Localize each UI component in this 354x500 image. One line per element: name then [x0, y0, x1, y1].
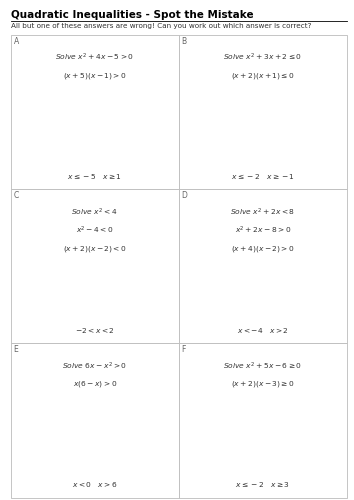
- Text: D: D: [182, 191, 188, 200]
- Text: F: F: [182, 346, 186, 354]
- Text: All but one of these answers are wrong! Can you work out which answer is correct: All but one of these answers are wrong! …: [11, 23, 311, 29]
- Text: $x \leq -2 \quad x \geq 3$: $x \leq -2 \quad x \geq 3$: [235, 480, 290, 489]
- Text: $x \leq -5 \quad x \geq 1$: $x \leq -5 \quad x \geq 1$: [67, 172, 122, 180]
- Text: $(x + 2)(x - 2) < 0$: $(x + 2)(x - 2) < 0$: [63, 244, 127, 254]
- Text: $x^2 + 2x - 8 > 0$: $x^2 + 2x - 8 > 0$: [235, 225, 291, 236]
- Text: Solve $x^2 + 4x - 5 > 0$: Solve $x^2 + 4x - 5 > 0$: [55, 52, 134, 64]
- Text: $x \leq -2 \quad x \geq -1$: $x \leq -2 \quad x \geq -1$: [231, 172, 295, 180]
- Text: E: E: [13, 346, 18, 354]
- Text: Solve $x^2 + 3x + 2 \leq 0$: Solve $x^2 + 3x + 2 \leq 0$: [223, 52, 302, 64]
- Text: Solve $x^2 + 2x < 8$: Solve $x^2 + 2x < 8$: [230, 206, 295, 218]
- Text: $(x + 2)(x - 3) \geq 0$: $(x + 2)(x - 3) \geq 0$: [231, 379, 295, 389]
- Text: $(x + 2)(x + 1) \leq 0$: $(x + 2)(x + 1) \leq 0$: [231, 71, 295, 81]
- Text: A: A: [13, 37, 19, 46]
- Text: C: C: [13, 191, 19, 200]
- Text: $x < -4 \quad x > 2$: $x < -4 \quad x > 2$: [237, 326, 289, 335]
- Text: Solve $x^2 < 4$: Solve $x^2 < 4$: [72, 206, 118, 218]
- Text: $x < 0 \quad x > 6$: $x < 0 \quad x > 6$: [72, 480, 118, 489]
- Text: $x(6 - x) > 0$: $x(6 - x) > 0$: [73, 379, 117, 389]
- Text: Solve $x^2 + 5x - 6 \geq 0$: Solve $x^2 + 5x - 6 \geq 0$: [223, 360, 302, 372]
- Text: Solve $6x - x^2 > 0$: Solve $6x - x^2 > 0$: [62, 360, 127, 372]
- Text: $(x + 5)(x - 1) > 0$: $(x + 5)(x - 1) > 0$: [63, 71, 127, 81]
- Text: $-2 < x < 2$: $-2 < x < 2$: [75, 326, 115, 335]
- Text: $(x + 4)(x - 2) > 0$: $(x + 4)(x - 2) > 0$: [231, 244, 295, 254]
- Text: Quadratic Inequalities - Spot the Mistake: Quadratic Inequalities - Spot the Mistak…: [11, 10, 253, 20]
- Text: B: B: [182, 37, 187, 46]
- Text: $x^2 - 4 < 0$: $x^2 - 4 < 0$: [76, 225, 114, 236]
